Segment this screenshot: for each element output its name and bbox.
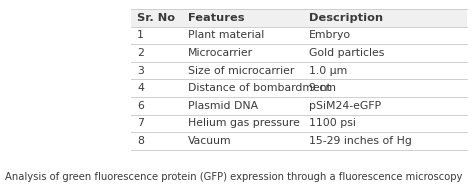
Text: 4: 4 [137,83,144,93]
Text: 1.0 µm: 1.0 µm [309,66,347,76]
Text: Microcarrier: Microcarrier [188,48,253,58]
Text: Sr. No: Sr. No [137,13,175,23]
Text: Embryo: Embryo [309,30,351,40]
Text: 3: 3 [137,66,144,76]
Text: 6: 6 [137,101,144,111]
Text: Plasmid DNA: Plasmid DNA [188,101,258,111]
Text: 8: 8 [137,136,144,146]
Text: Features: Features [188,13,245,23]
Text: Description: Description [309,13,383,23]
Text: Gold particles: Gold particles [309,48,384,58]
Bar [131,9,467,27]
Text: pSiM24-eGFP: pSiM24-eGFP [309,101,381,111]
Text: Plant material: Plant material [188,30,264,40]
Text: 2: 2 [137,48,144,58]
Text: 9 cm: 9 cm [309,83,336,93]
Text: Distance of bombardment: Distance of bombardment [188,83,331,93]
Text: Vacuum: Vacuum [188,136,232,146]
Text: 7: 7 [137,118,144,128]
Text: Helium gas pressure: Helium gas pressure [188,118,300,128]
Text: 1: 1 [137,30,144,40]
Text: Size of microcarrier: Size of microcarrier [188,66,295,76]
Text: 1100 psi: 1100 psi [309,118,356,128]
Text: 15-29 inches of Hg: 15-29 inches of Hg [309,136,412,146]
Text: Analysis of green fluorescence protein (GFP) expression through a fluorescence m: Analysis of green fluorescence protein (… [5,172,462,182]
